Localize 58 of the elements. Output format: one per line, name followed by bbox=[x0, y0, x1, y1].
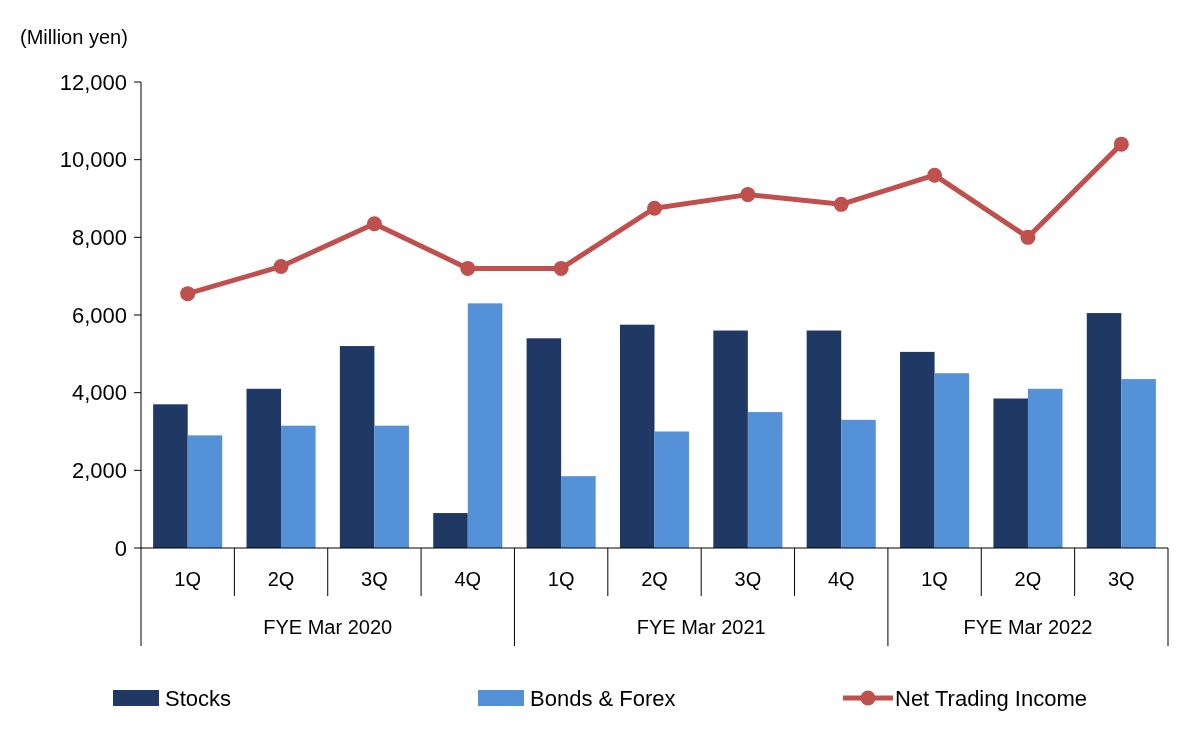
point bbox=[553, 260, 569, 276]
x-tick-label: 2Q bbox=[641, 568, 668, 590]
x-tick-label: 1Q bbox=[921, 568, 948, 590]
bar bbox=[934, 373, 970, 548]
bar bbox=[841, 419, 876, 548]
bar bbox=[561, 476, 596, 548]
bar bbox=[467, 303, 503, 548]
point bbox=[460, 260, 476, 276]
bar bbox=[654, 431, 690, 548]
bar bbox=[339, 346, 375, 548]
x-tick-label: 4Q bbox=[827, 568, 855, 590]
x-tick-label: 1Q bbox=[174, 568, 202, 590]
bar bbox=[281, 425, 316, 548]
bar bbox=[1086, 313, 1122, 548]
text: FYE Mar 2020 bbox=[263, 616, 393, 638]
point bbox=[1020, 229, 1036, 245]
y-tick-label: 6,000 bbox=[71, 302, 127, 328]
y-tick-label: 8,000 bbox=[71, 225, 127, 251]
bar bbox=[619, 324, 655, 548]
bar bbox=[433, 513, 468, 548]
bar bbox=[246, 388, 282, 548]
legend-label: Net Trading Income bbox=[895, 685, 1087, 711]
x-tick-label: 3Q bbox=[734, 568, 762, 590]
point bbox=[833, 196, 849, 212]
y-tick-label: 2,000 bbox=[71, 458, 127, 484]
point bbox=[1113, 136, 1129, 152]
bar bbox=[713, 330, 748, 548]
y-axis-title: (Million yen) bbox=[20, 26, 128, 48]
bar bbox=[806, 330, 842, 548]
point bbox=[647, 200, 662, 216]
point bbox=[273, 258, 289, 274]
y-tick-label: 10,000 bbox=[59, 147, 127, 173]
bar bbox=[153, 404, 188, 548]
bar bbox=[526, 338, 562, 548]
point bbox=[927, 167, 943, 183]
bar bbox=[374, 425, 409, 548]
bar bbox=[187, 435, 223, 548]
x-tick-label: 4Q bbox=[454, 568, 482, 590]
text: FYE Mar 2022 bbox=[963, 616, 1093, 638]
x-tick-label: 3Q bbox=[361, 568, 388, 590]
bar bbox=[1027, 388, 1063, 548]
bar bbox=[993, 398, 1028, 548]
x-tick-label: 1Q bbox=[547, 568, 575, 590]
x-tick-label: 2Q bbox=[1014, 568, 1042, 590]
point bbox=[180, 286, 196, 302]
legend-label: Bonds & Forex bbox=[530, 685, 676, 711]
y-tick-label: 4,000 bbox=[71, 380, 127, 406]
point bbox=[366, 216, 382, 232]
legend-label: Stocks bbox=[165, 685, 232, 711]
point bbox=[740, 187, 756, 203]
x-tick-label: 3Q bbox=[1107, 568, 1135, 590]
text: FYE Mar 2021 bbox=[636, 616, 766, 638]
y-tick-label: 0 bbox=[114, 535, 127, 561]
x-tick-label: 2Q bbox=[267, 568, 295, 590]
y-tick-label: 12,000 bbox=[59, 69, 127, 95]
bar bbox=[900, 351, 935, 548]
bar bbox=[747, 412, 783, 548]
bar bbox=[1121, 379, 1156, 548]
